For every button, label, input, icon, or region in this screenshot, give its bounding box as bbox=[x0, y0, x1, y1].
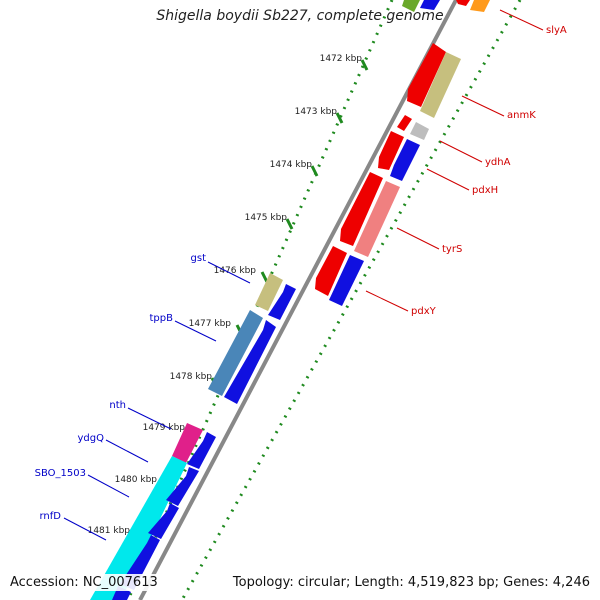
gene-label-pdxY: pdxY bbox=[411, 306, 437, 317]
gene-label-slyA: slyA bbox=[546, 25, 567, 36]
gene-feature-small-red bbox=[397, 115, 412, 131]
gene-feature-blue-2 bbox=[224, 320, 276, 404]
gene-feature-slyA bbox=[456, 0, 470, 6]
ruler-tick-1472 bbox=[360, 59, 369, 71]
gene-feature-blue-1 bbox=[268, 284, 296, 320]
ruler-label: 1473 kbp bbox=[295, 107, 338, 117]
gene-feature-red-4 bbox=[315, 246, 347, 296]
leader-line-SBO_1503 bbox=[87, 474, 130, 498]
gene-feature-top-green bbox=[402, 0, 420, 12]
leader-line-tppB bbox=[174, 320, 217, 342]
ruler-label: 1479 kbp bbox=[143, 423, 186, 433]
map-title: Shigella boydii Sb227, complete genome bbox=[156, 8, 444, 24]
gene-label-rnfD: rnfD bbox=[40, 511, 62, 522]
leader-line-pdxY bbox=[365, 290, 409, 312]
ruler-label: 1474 kbp bbox=[270, 160, 313, 170]
ruler-label: 1472 kbp bbox=[320, 54, 363, 64]
gene-label-tppB: tppB bbox=[150, 313, 174, 324]
ruler-label: 1478 kbp bbox=[170, 372, 213, 382]
gene-label-pdxH: pdxH bbox=[472, 185, 498, 196]
ruler-label: 1480 kbp bbox=[115, 475, 158, 485]
gene-feature-tppB bbox=[208, 310, 263, 396]
gene-feature-blue-5 bbox=[148, 503, 179, 539]
ruler-label: 1477 kbp bbox=[189, 319, 232, 329]
right-gene-features bbox=[315, 0, 490, 306]
gene-feature-pdxY bbox=[329, 255, 364, 306]
leader-line-anmK bbox=[461, 95, 505, 117]
leader-line-tyrS bbox=[396, 227, 440, 250]
gene-feature-anmK bbox=[420, 52, 461, 118]
backbone-line bbox=[138, 0, 458, 600]
gene-feature-blue-3 bbox=[187, 432, 216, 469]
gene-label-anmK: anmK bbox=[507, 110, 536, 121]
gene-label-tyrS: tyrS bbox=[442, 244, 462, 255]
gene-feature-blue-4 bbox=[166, 467, 199, 506]
ruler-label: 1475 kbp bbox=[245, 213, 288, 223]
gene-feature-red-3 bbox=[340, 172, 383, 246]
ruler-label: 1481 kbp bbox=[88, 526, 131, 536]
left-gene-features bbox=[90, 273, 296, 600]
gene-feature-ydhA bbox=[410, 122, 429, 140]
ruler-tick-1475 bbox=[285, 218, 294, 230]
gene-label-nth: nth bbox=[109, 400, 126, 411]
gene-label-gst: gst bbox=[191, 253, 207, 264]
gene-feature-top-blue bbox=[420, 0, 440, 10]
ruler-tick-1474 bbox=[310, 165, 319, 177]
leader-line-ydgQ bbox=[105, 439, 149, 463]
leader-line-ydhA bbox=[439, 140, 483, 163]
gene-feature-gst bbox=[255, 273, 283, 311]
gene-label-SBO_1503: SBO_1503 bbox=[35, 468, 86, 479]
gene-feature-cyan-long bbox=[90, 456, 187, 600]
leader-line-nth bbox=[127, 407, 172, 430]
accession-label: Accession: NC_007613 bbox=[8, 574, 160, 591]
leader-line-pdxH bbox=[426, 168, 470, 191]
leader-line-gst bbox=[207, 261, 251, 284]
ruler-label: 1476 kbp bbox=[214, 266, 257, 276]
genome-summary: Topology: circular; Length: 4,519,823 bp… bbox=[230, 574, 592, 591]
gene-feature-nth bbox=[172, 423, 203, 463]
gene-feature-red-2 bbox=[378, 131, 404, 170]
gene-feature-tyrS bbox=[354, 181, 400, 257]
inner-dotted-track bbox=[180, 0, 522, 600]
leader-line-rnfD bbox=[63, 517, 107, 541]
ruler-tick-1473 bbox=[335, 112, 344, 124]
gene-feature-pdxH bbox=[390, 139, 420, 181]
outer-dotted-track bbox=[126, 0, 394, 600]
gene-feature-orange bbox=[470, 0, 490, 12]
gene-label-ydgQ: ydgQ bbox=[78, 433, 105, 444]
ruler-tick-1476 bbox=[260, 271, 269, 283]
gene-feature-anmK-red bbox=[407, 43, 446, 107]
gene-label-ydhA: ydhA bbox=[485, 157, 511, 168]
leader-line-slyA bbox=[499, 9, 544, 31]
